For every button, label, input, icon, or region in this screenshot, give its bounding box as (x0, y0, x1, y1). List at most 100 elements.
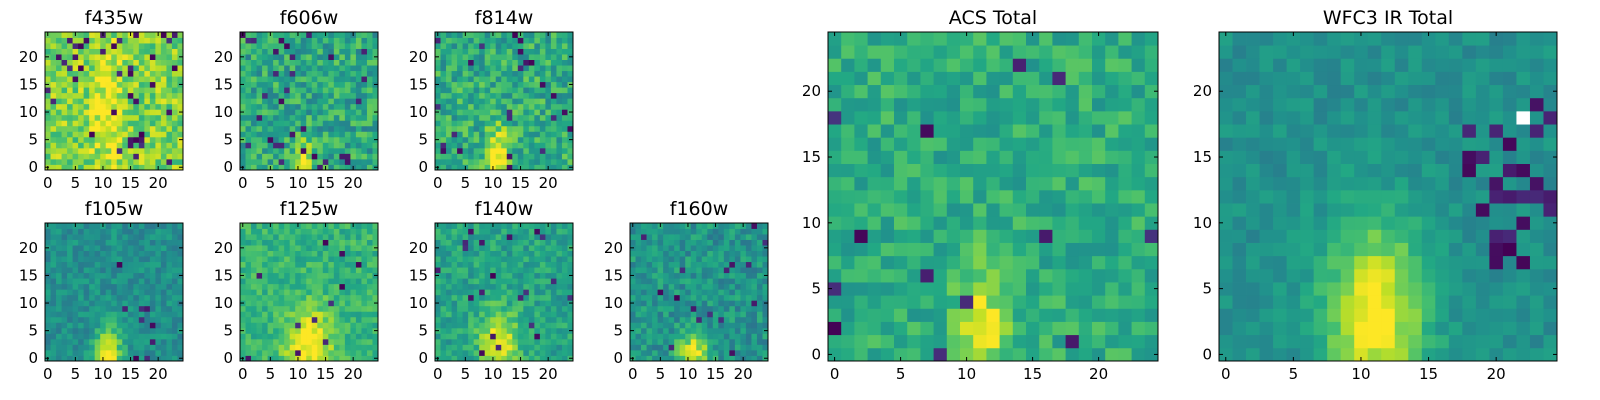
heatmap-cell (534, 228, 541, 235)
heatmap-cell (366, 120, 373, 127)
heatmap-cell (155, 272, 162, 279)
heatmap-cell (171, 65, 178, 72)
heatmap-cell (652, 333, 658, 340)
heatmap-cell (78, 37, 85, 44)
heatmap-cell (133, 109, 140, 116)
heatmap-cell (317, 333, 324, 340)
heatmap-cell (83, 158, 90, 165)
heatmap-cell (155, 316, 162, 323)
heatmap-cell (668, 239, 675, 246)
heatmap-cell (138, 76, 145, 83)
heatmap-cell (567, 65, 574, 72)
heatmap-cell (1052, 229, 1066, 243)
heatmap-cell (138, 54, 145, 60)
heatmap-cell (539, 125, 546, 132)
heatmap-cell (1012, 229, 1027, 243)
heatmap-cell (328, 256, 335, 263)
heatmap-cell (1131, 189, 1146, 204)
heatmap-cell (105, 98, 112, 105)
heatmap-cell (262, 125, 268, 132)
heatmap-cell (133, 223, 140, 229)
heatmap-cell (273, 261, 280, 268)
heatmap-cell (841, 334, 855, 349)
heatmap-cell (166, 142, 173, 149)
heatmap-cell (111, 305, 118, 312)
heatmap-cell (854, 282, 868, 296)
heatmap-cell (745, 322, 752, 329)
heatmap-cell (501, 131, 508, 138)
heatmap-cell (100, 245, 107, 251)
heatmap-cell (366, 54, 373, 60)
heatmap-cell (149, 349, 156, 356)
heatmap-cell (490, 136, 497, 143)
heatmap-cell (462, 114, 469, 121)
heatmap-cell (457, 256, 463, 263)
heatmap-cell (89, 158, 96, 165)
heatmap-cell (144, 109, 151, 116)
heatmap-cell (344, 76, 351, 83)
heatmap-cell (690, 305, 697, 312)
heatmap-cell (333, 294, 340, 301)
heatmap-cell (854, 255, 868, 270)
heatmap-cell (256, 289, 263, 296)
heatmap-cell (457, 43, 463, 49)
heatmap-cell (517, 289, 524, 296)
heatmap-cell (155, 70, 162, 77)
heatmap-cell (550, 283, 557, 290)
heatmap-cell (635, 289, 642, 296)
heatmap-cell (78, 228, 85, 235)
heatmap-cell (83, 261, 90, 268)
heatmap-cell (446, 223, 452, 229)
heatmap-cell (539, 43, 546, 49)
heatmap-cell (61, 48, 68, 55)
heatmap-cell (155, 92, 162, 99)
heatmap-cell (333, 267, 340, 274)
heatmap-cell (867, 268, 882, 283)
heatmap-cell (718, 234, 725, 240)
heatmap-cell (762, 228, 769, 235)
heatmap-cell (740, 333, 747, 340)
heatmap-cell (451, 92, 458, 99)
heatmap-cell (177, 92, 184, 99)
heatmap-cell (160, 65, 167, 72)
heatmap-cell (149, 311, 156, 318)
heatmap-cell (506, 355, 513, 362)
heatmap-cell (177, 114, 184, 121)
heatmap-cell (561, 131, 568, 138)
heatmap-cell (523, 294, 530, 301)
heatmap-cell (105, 103, 112, 110)
heatmap-cell (160, 355, 167, 362)
heatmap-cell (556, 294, 563, 301)
heatmap-cell (841, 163, 855, 178)
heatmap-cell (240, 228, 246, 235)
heatmap-cell (545, 316, 552, 323)
heatmap-cell (56, 37, 62, 44)
heatmap-cell (67, 87, 73, 94)
heatmap-cell (468, 164, 475, 171)
heatmap-cell (256, 338, 263, 345)
heatmap-cell (56, 322, 62, 329)
heatmap-cell (67, 267, 73, 274)
heatmap-cell (668, 338, 675, 345)
heatmap-cell (506, 142, 513, 149)
heatmap-cell (111, 311, 118, 318)
heatmap-cell (94, 87, 101, 94)
heatmap-cell (89, 234, 96, 240)
heatmap-cell (45, 142, 51, 149)
heatmap-cell (679, 349, 686, 356)
heatmap-cell (506, 322, 513, 329)
heatmap-cell (462, 316, 469, 323)
heatmap-cell (262, 316, 268, 323)
heatmap-cell (278, 239, 285, 246)
heatmap-cell (701, 311, 708, 318)
heatmap-cell (116, 223, 123, 229)
heatmap-cell (50, 65, 57, 72)
heatmap-cell (306, 327, 313, 334)
heatmap-cell (457, 103, 463, 110)
heatmap-cell (528, 289, 535, 296)
heatmap-cell (317, 120, 324, 127)
heatmap-cell (457, 65, 463, 72)
heatmap-cell (177, 256, 184, 263)
heatmap-cell (446, 289, 452, 296)
heatmap-cell (468, 32, 475, 38)
